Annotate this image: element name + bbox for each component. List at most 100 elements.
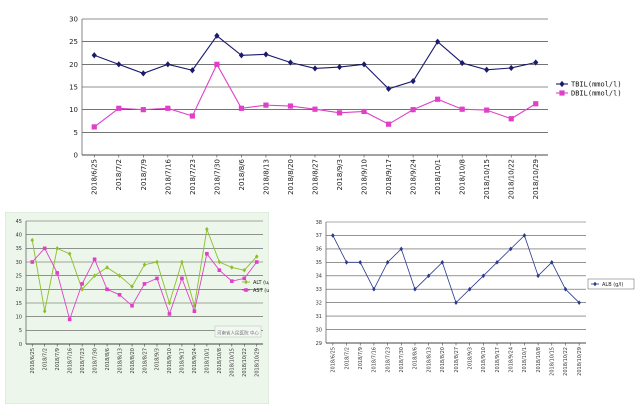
x-tick-label: 2018/7/16 <box>372 347 378 373</box>
x-tick-label: 2018/9/24 <box>508 347 514 373</box>
data-point <box>435 96 441 102</box>
x-tick-label: 2018/9/3 <box>155 348 161 370</box>
x-tick-label: 2018/9/3 <box>336 159 344 190</box>
watermark-text: 河南省人民医院 中心 <box>217 330 259 337</box>
transaminase-chart: 0 5 10 15 20 25 30 35 40 45 2018/6/25 2018/7/2 2018/… <box>4 211 274 405</box>
data-point <box>205 226 209 232</box>
x-tick-label: 2018/8/13 <box>262 159 270 195</box>
series-line <box>332 234 580 304</box>
y-tick-label: 37 <box>316 233 322 239</box>
x-tick-label: 2018/9/24 <box>192 348 198 374</box>
x-tick-label: 2018/8/13 <box>117 348 123 374</box>
legend-label: AST (u/l) <box>253 288 269 294</box>
legend-marker <box>244 288 248 292</box>
x-tick-label: 2018/10/8 <box>217 348 223 374</box>
data-point <box>180 276 184 281</box>
y-tick-label: 35 <box>16 246 22 252</box>
data-point <box>30 237 35 243</box>
x-tick-label: 2018/10/1 <box>434 159 442 195</box>
x-tick-label: 2018/10/29 <box>577 347 583 376</box>
y-tick-label: 29 <box>316 341 322 347</box>
x-tick-label: 2018/10/22 <box>563 347 569 376</box>
y-tick-label: 15 <box>69 83 78 91</box>
legend-label: ALT (u/l) <box>253 280 269 286</box>
x-tick-label: 2018/8/13 <box>426 347 432 373</box>
data-point <box>287 59 294 66</box>
data-point <box>336 63 343 71</box>
chart-background <box>4 211 270 405</box>
data-point <box>130 303 134 308</box>
data-point <box>467 286 472 292</box>
y-tick-label: 30 <box>16 260 22 266</box>
data-point <box>105 287 109 292</box>
data-point <box>42 246 47 251</box>
x-tick-label: 2018/9/10 <box>167 348 173 374</box>
albumin-chart: 29 30 31 32 33 34 35 36 37 38 2018/6/25 2018/7/2 201… <box>314 212 638 404</box>
data-point <box>254 260 259 264</box>
y-tick-label: 34 <box>316 274 322 280</box>
x-tick-label: 2018/7/23 <box>189 159 197 195</box>
data-point <box>361 61 367 68</box>
albumin-chart-svg: 29 30 31 32 33 34 35 36 37 38 2018/6/25 2018/7/2 201… <box>316 220 635 376</box>
data-point <box>55 271 59 275</box>
x-tick-label: 2018/10/8 <box>536 347 542 373</box>
data-point <box>522 233 527 238</box>
data-point <box>385 121 392 127</box>
y-tick-label: 38 <box>316 220 322 226</box>
x-tick-label: 2018/7/23 <box>385 347 391 373</box>
data-point <box>484 66 490 73</box>
data-point <box>192 303 197 309</box>
data-point <box>230 279 234 283</box>
x-tick-label: 2018/10/15 <box>483 159 491 199</box>
y-tick-label: 20 <box>16 287 22 293</box>
x-tick-label: 2018/9/10 <box>361 159 369 195</box>
data-point <box>533 101 539 107</box>
data-point <box>117 293 122 297</box>
data-point <box>116 105 122 111</box>
legend-marker <box>244 279 248 285</box>
x-tick-label: 2018/7/16 <box>164 158 172 194</box>
x-tick-label: 2018/10/29 <box>532 159 540 199</box>
data-point <box>167 312 172 316</box>
data-point <box>155 259 159 265</box>
x-tick-label: 2018/8/20 <box>130 348 136 374</box>
x-tick-label: 2018/8/20 <box>287 159 295 195</box>
data-point <box>189 67 195 74</box>
x-tick-label: 2018/7/30 <box>92 348 98 374</box>
x-tick-label: 2018/7/30 <box>213 159 221 195</box>
y-tick-label: 36 <box>316 247 322 253</box>
data-point <box>205 252 209 256</box>
data-point <box>563 286 568 292</box>
y-tick-label: 10 <box>16 314 22 320</box>
x-tick-label: 2018/10/22 <box>242 348 248 377</box>
data-point <box>385 85 392 92</box>
data-point <box>80 282 84 286</box>
y-tick-label: 5 <box>19 328 22 334</box>
x-tick-label: 2018/7/2 <box>42 348 48 370</box>
legend-marker <box>559 90 565 96</box>
data-point <box>336 110 343 116</box>
data-point <box>577 300 581 305</box>
data-point <box>312 65 318 72</box>
data-point <box>67 317 72 322</box>
x-tick-label: 2018/9/24 <box>410 158 418 194</box>
legend-label: ALB (g/l) <box>602 282 623 288</box>
x-tick-label: 2018/8/6 <box>413 347 419 369</box>
x-tick-label: 2018/6/25 <box>91 159 99 195</box>
data-point <box>508 246 513 252</box>
x-tick-label: 2018/7/9 <box>358 347 364 369</box>
y-tick-label: 32 <box>316 300 322 306</box>
legend-label: TBIL(mmol/l) <box>571 80 622 88</box>
data-point <box>214 32 220 39</box>
data-point <box>536 273 540 279</box>
x-tick-label: 2018/9/3 <box>467 347 473 369</box>
x-tick-label: 2018/8/6 <box>105 348 111 370</box>
y-tick-label: 30 <box>69 15 78 23</box>
data-point <box>42 308 47 314</box>
data-point <box>140 70 146 77</box>
data-point <box>287 103 294 109</box>
x-tick-label: 2018/7/16 <box>67 348 73 374</box>
x-tick-label: 2018/9/17 <box>385 159 393 195</box>
data-point <box>155 276 159 281</box>
data-point <box>238 52 245 59</box>
